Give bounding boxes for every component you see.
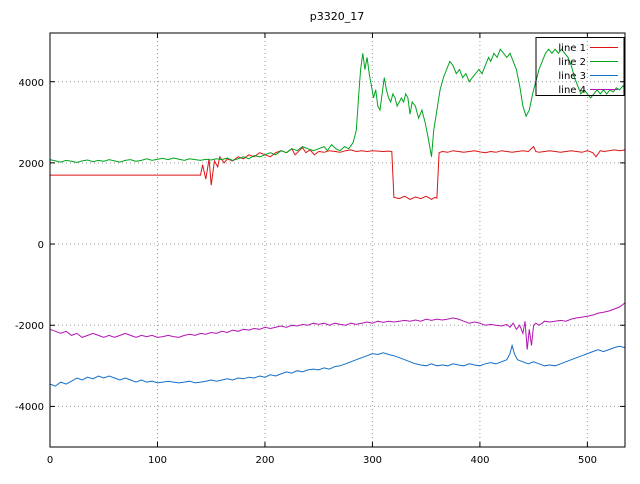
legend-label: line 2 bbox=[558, 57, 586, 68]
x-tick-label: 200 bbox=[255, 455, 274, 466]
y-tick-label: 0 bbox=[38, 240, 44, 251]
x-tick-label: 500 bbox=[578, 455, 597, 466]
y-tick-label: 2000 bbox=[19, 159, 44, 170]
x-tick-label: 100 bbox=[148, 455, 167, 466]
chart-title: p3320_17 bbox=[310, 10, 364, 23]
plot-border bbox=[49, 32, 626, 448]
x-tick-label: 400 bbox=[470, 455, 489, 466]
series-line-4 bbox=[49, 302, 626, 350]
grid bbox=[50, 33, 625, 447]
x-tick-label: 0 bbox=[47, 455, 53, 466]
series-line-1 bbox=[50, 145, 626, 200]
x-tick-label: 300 bbox=[363, 455, 382, 466]
legend-label: line 3 bbox=[558, 71, 586, 82]
series-line-3 bbox=[49, 343, 626, 387]
legend-label: line 4 bbox=[558, 85, 586, 96]
legend-label: line 1 bbox=[558, 43, 586, 54]
y-tick-label: 4000 bbox=[19, 78, 44, 89]
legend-box bbox=[535, 37, 625, 96]
series-layer bbox=[49, 48, 626, 387]
y-tick-label: -2000 bbox=[15, 321, 44, 332]
y-tick-label: -4000 bbox=[15, 402, 44, 413]
legend: line 1 line 2 line 3 line 4 bbox=[535, 37, 625, 96]
series-line-2 bbox=[49, 48, 626, 164]
axes: p3320_17 -4000 -2000 0 2000 4000 0 100 2… bbox=[15, 10, 626, 466]
